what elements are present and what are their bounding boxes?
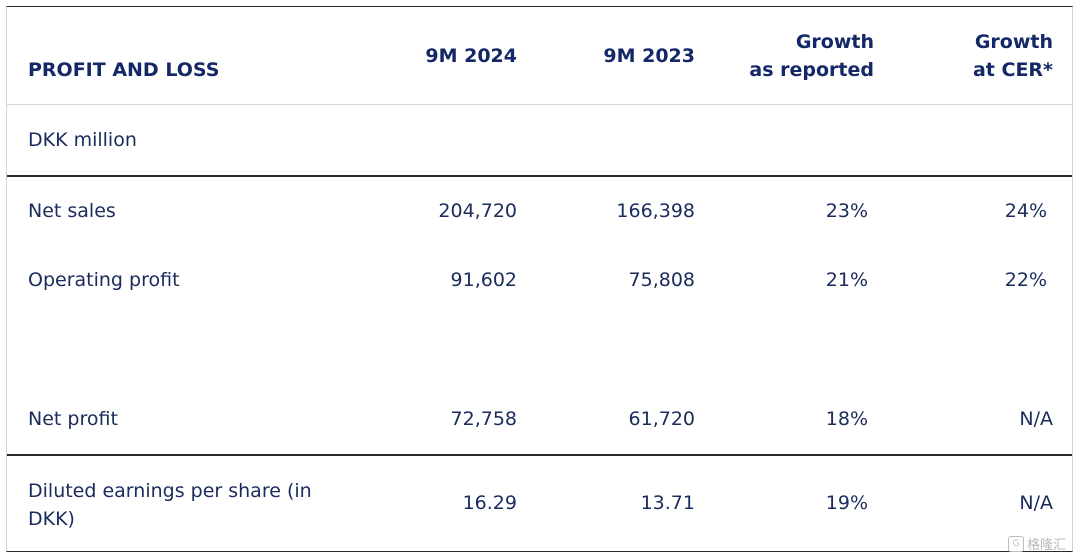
diluted-eps-growth-reported: 19% bbox=[825, 492, 868, 514]
header-9m-2024: 9M 2024 bbox=[425, 45, 517, 67]
row-label-net-profit: Net profit bbox=[28, 408, 118, 430]
net-sales-2024: 204,720 bbox=[438, 200, 517, 222]
header-9m-2023: 9M 2023 bbox=[603, 45, 695, 67]
diluted-eps-label-line2: DKK) bbox=[28, 508, 75, 530]
net-profit-2023: 61,720 bbox=[628, 408, 695, 430]
header-growth-cer: Growth at CER* bbox=[907, 28, 1053, 84]
header-divider bbox=[7, 104, 1072, 105]
net-sales-2023: 166,398 bbox=[616, 200, 695, 222]
diluted-eps-growth-cer: N/A bbox=[1019, 492, 1053, 514]
row-label-operating-profit: Operating profit bbox=[28, 269, 180, 291]
profit-and-loss-table: PROFIT AND LOSS 9M 2024 9M 2023 Growth a… bbox=[6, 6, 1073, 552]
watermark-text: 格隆汇 bbox=[1026, 538, 1066, 553]
watermark-logo-icon: G bbox=[1007, 535, 1024, 552]
diluted-eps-2024: 16.29 bbox=[462, 492, 517, 514]
operating-profit-2024: 91,602 bbox=[450, 269, 517, 291]
net-profit-divider bbox=[7, 454, 1072, 456]
row-label-net-sales: Net sales bbox=[28, 200, 116, 222]
diluted-eps-2023: 13.71 bbox=[640, 492, 695, 514]
table-title: PROFIT AND LOSS bbox=[28, 59, 220, 81]
operating-profit-growth-reported: 21% bbox=[825, 269, 868, 291]
header-growth-reported-line1: Growth bbox=[795, 31, 874, 53]
diluted-eps-label-line1: Diluted earnings per share (in bbox=[28, 480, 312, 502]
net-sales-growth-reported: 23% bbox=[825, 200, 868, 222]
header-growth-reported-line2: as reported bbox=[749, 59, 874, 81]
header-growth-reported: Growth as reported bbox=[707, 28, 874, 84]
operating-profit-2023: 75,808 bbox=[628, 269, 695, 291]
net-profit-2024: 72,758 bbox=[450, 408, 517, 430]
unit-label: DKK million bbox=[28, 129, 137, 151]
unit-divider bbox=[7, 175, 1072, 177]
net-profit-growth-cer: N/A bbox=[1019, 408, 1053, 430]
row-label-diluted-eps: Diluted earnings per share (in DKK) bbox=[28, 477, 312, 533]
header-growth-cer-line2: at CER* bbox=[972, 59, 1053, 81]
header-growth-cer-line1: Growth bbox=[974, 31, 1053, 53]
operating-profit-growth-cer: 22% bbox=[1004, 269, 1047, 291]
net-sales-growth-cer: 24% bbox=[1004, 200, 1047, 222]
net-profit-growth-reported: 18% bbox=[825, 408, 868, 430]
watermark: G 格隆汇 bbox=[1007, 534, 1066, 553]
